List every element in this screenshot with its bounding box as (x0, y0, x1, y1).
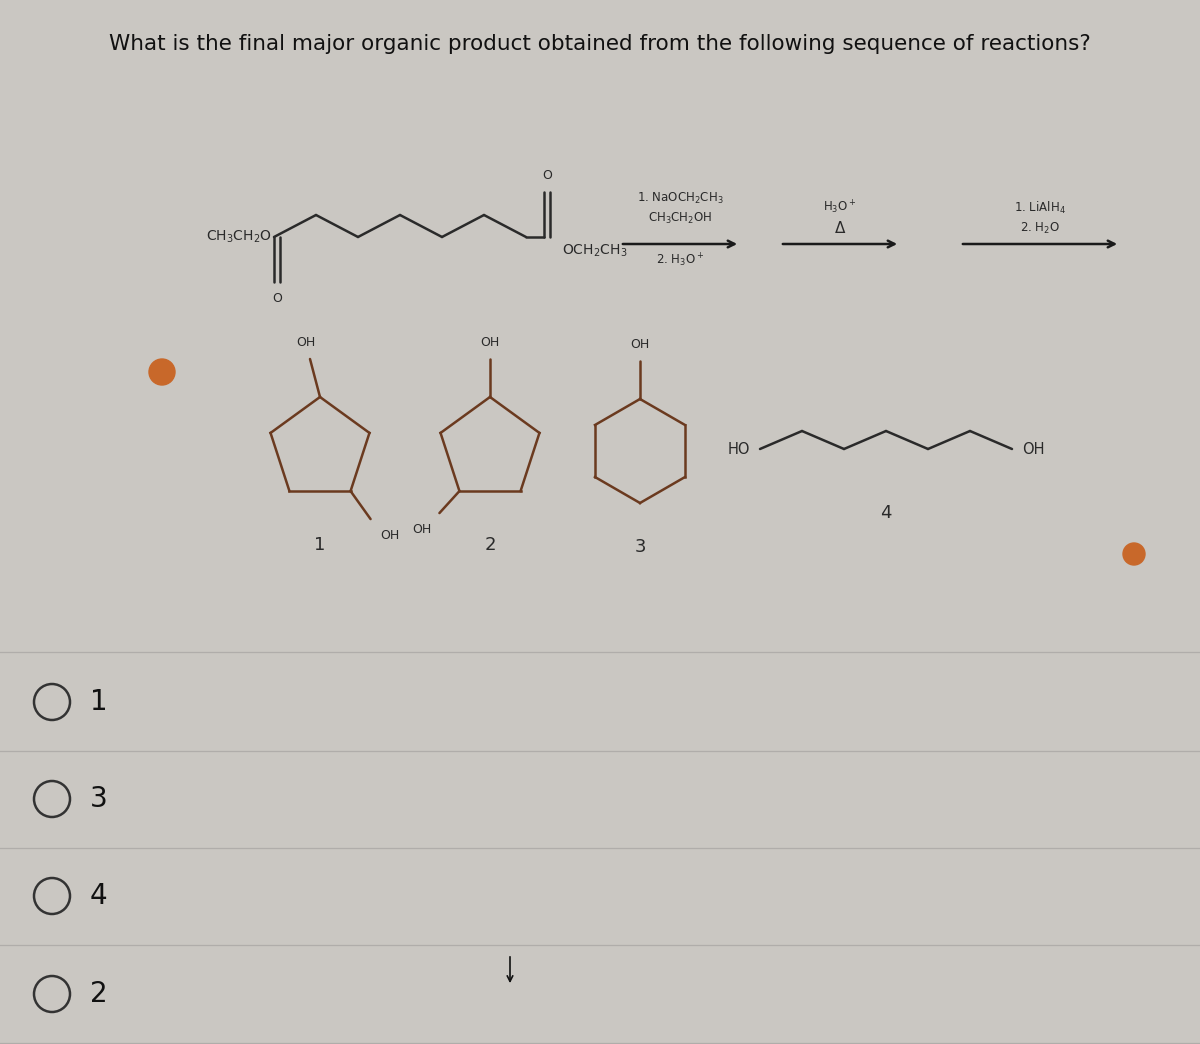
Circle shape (149, 359, 175, 385)
Text: 3: 3 (90, 785, 108, 813)
Text: $\rm CH_3CH_2O$: $\rm CH_3CH_2O$ (206, 229, 272, 245)
Text: 1: 1 (90, 688, 108, 716)
Text: OH: OH (380, 529, 400, 542)
Text: H$_3$O$^+$: H$_3$O$^+$ (823, 198, 857, 216)
Text: 2. H$_2$O: 2. H$_2$O (1020, 221, 1060, 236)
Text: 1. NaOCH$_2$CH$_3$: 1. NaOCH$_2$CH$_3$ (637, 191, 724, 206)
Text: 2: 2 (90, 980, 108, 1009)
Text: 3: 3 (635, 538, 646, 556)
Text: O: O (272, 292, 282, 305)
Text: CH$_3$CH$_2$OH: CH$_3$CH$_2$OH (648, 211, 712, 226)
Text: OH: OH (1022, 442, 1044, 456)
Text: 4: 4 (90, 882, 108, 910)
Text: $\Delta$: $\Delta$ (834, 220, 846, 236)
Text: OH: OH (480, 336, 499, 349)
Text: 1. LiAlH$_4$: 1. LiAlH$_4$ (1014, 199, 1066, 216)
Text: What is the final major organic product obtained from the following sequence of : What is the final major organic product … (109, 34, 1091, 54)
Text: 1: 1 (314, 536, 325, 554)
Text: O: O (542, 169, 552, 182)
Text: OH: OH (412, 523, 432, 536)
Text: 4: 4 (881, 504, 892, 522)
Text: 2: 2 (485, 536, 496, 554)
Circle shape (1123, 543, 1145, 565)
Text: OH: OH (630, 338, 649, 351)
Text: $\rm OCH_2CH_3$: $\rm OCH_2CH_3$ (562, 243, 628, 259)
Text: 2. H$_3$O$^+$: 2. H$_3$O$^+$ (655, 252, 704, 269)
Text: HO: HO (727, 442, 750, 456)
Text: OH: OH (296, 336, 316, 349)
